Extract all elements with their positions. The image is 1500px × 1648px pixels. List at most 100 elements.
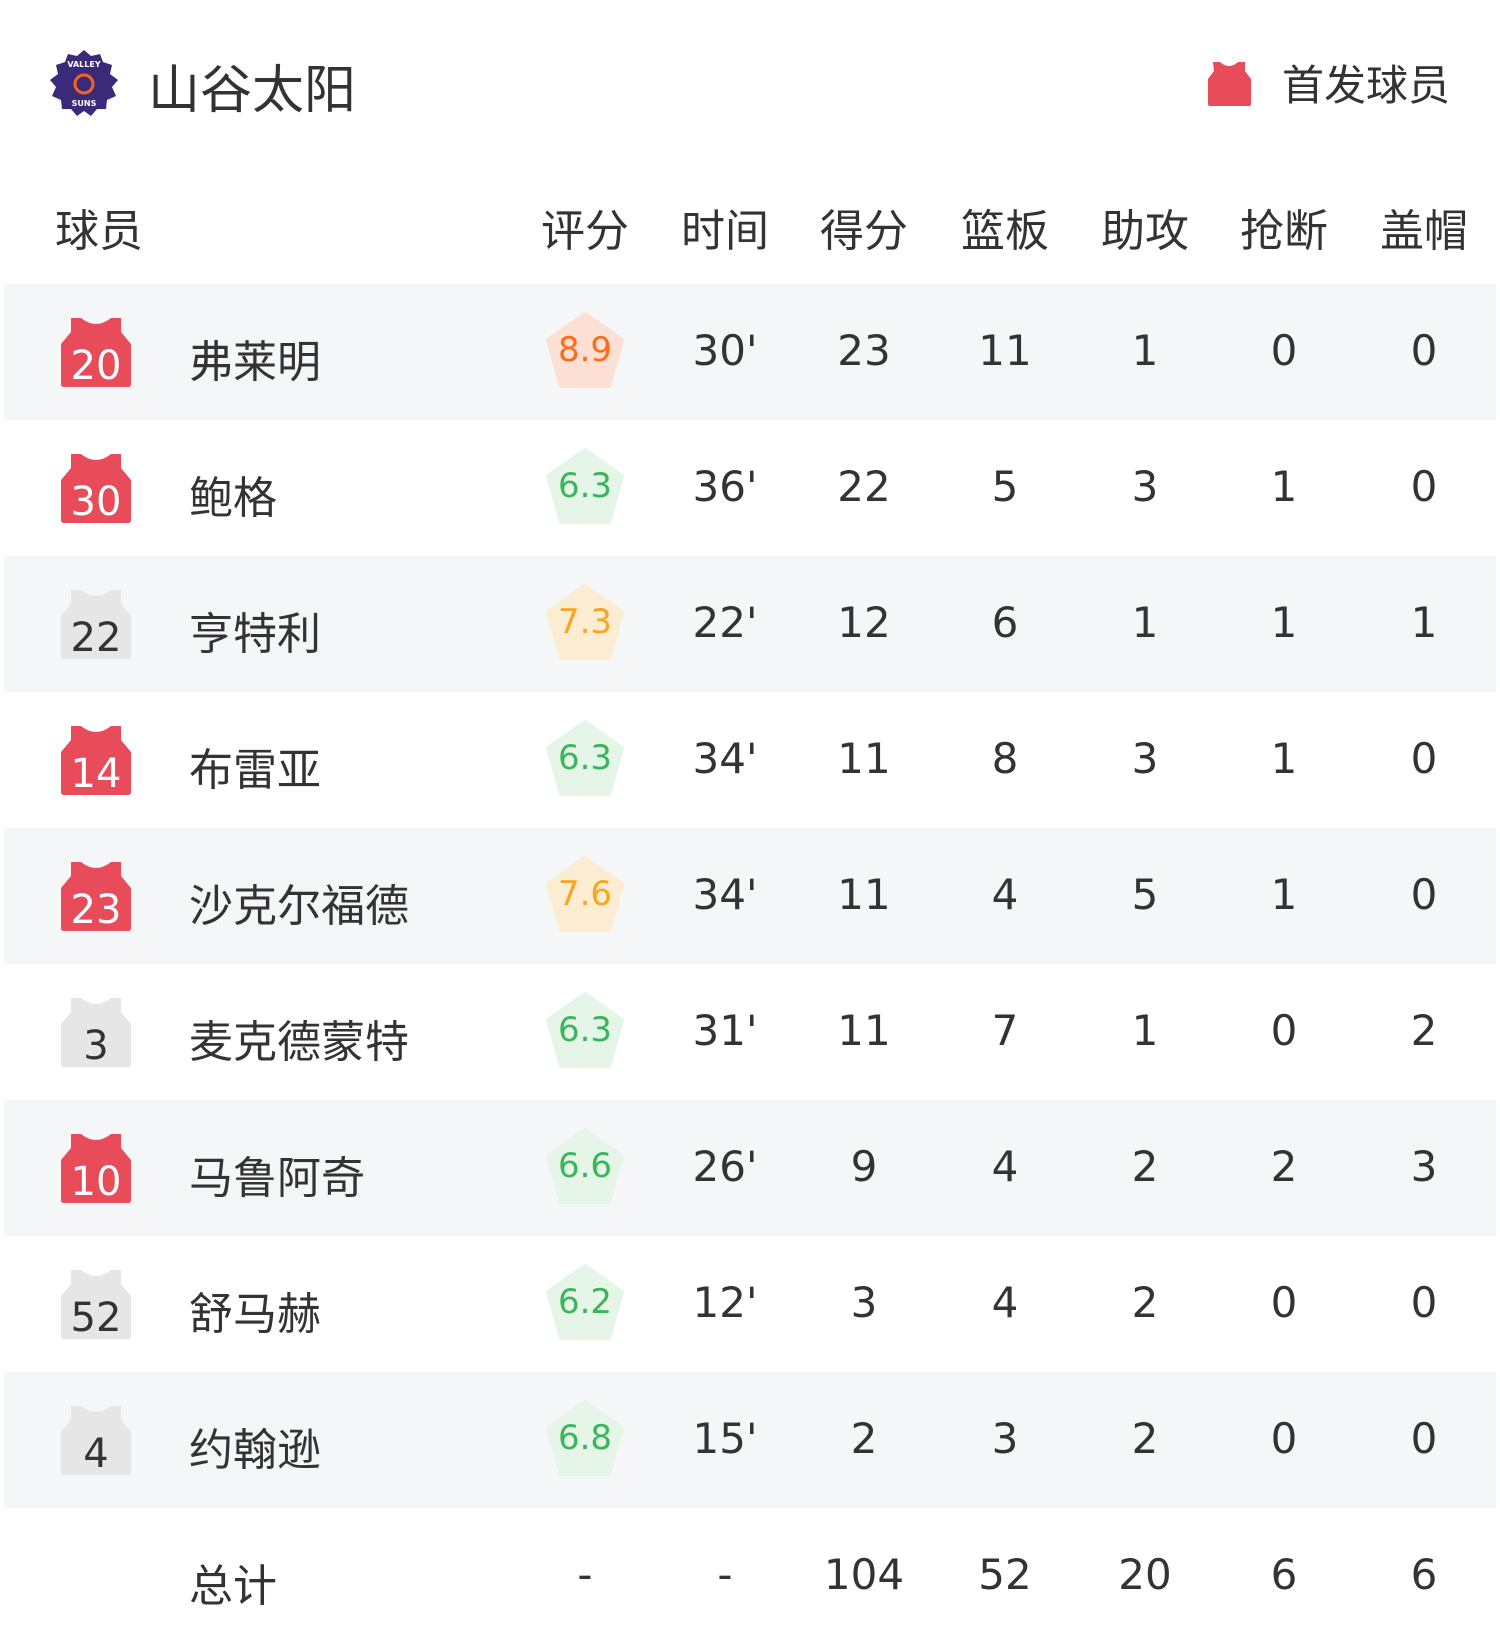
rating-value: 6.3 bbox=[557, 1010, 613, 1050]
header-points[interactable]: 得分 bbox=[820, 206, 908, 257]
jersey-number-badge: 4 bbox=[61, 1404, 131, 1477]
stat-steals: 1 bbox=[1270, 462, 1298, 511]
jersey-number: 22 bbox=[70, 615, 122, 661]
stat-assists: 2 bbox=[1131, 1278, 1159, 1327]
pentagon-icon bbox=[546, 1128, 624, 1204]
stat-minutes: 34' bbox=[692, 870, 758, 919]
stat-points: 22 bbox=[837, 462, 891, 511]
pentagon-icon bbox=[546, 312, 624, 388]
pentagon-icon bbox=[546, 1400, 624, 1476]
rating-badge: 6.3 bbox=[545, 448, 625, 526]
player-row[interactable]: 30 鲍格 6.3 36' 22 5 3 1 0 bbox=[4, 420, 1496, 556]
jersey-number: 4 bbox=[83, 1431, 109, 1477]
stat-rebounds: 6 bbox=[991, 598, 1019, 647]
player-name[interactable]: 弗莱明 bbox=[189, 337, 321, 388]
stat-blocks: 2 bbox=[1410, 1006, 1438, 1055]
stat-rebounds: 4 bbox=[991, 1278, 1019, 1327]
header-rating[interactable]: 评分 bbox=[541, 206, 629, 257]
pentagon-icon bbox=[546, 856, 624, 932]
player-row[interactable]: 4 约翰逊 6.8 15' 2 3 2 0 0 bbox=[4, 1372, 1496, 1508]
stat-minutes: 26' bbox=[692, 1142, 758, 1191]
stat-steals: 2 bbox=[1270, 1142, 1298, 1191]
stat-rebounds: 4 bbox=[991, 1142, 1019, 1191]
player-name[interactable]: 约翰逊 bbox=[189, 1425, 321, 1476]
totals-minutes: - bbox=[717, 1550, 733, 1599]
stat-minutes: 34' bbox=[692, 734, 758, 783]
jersey-icon bbox=[61, 862, 131, 931]
player-row[interactable]: 14 布雷亚 6.3 34' 11 8 3 1 0 bbox=[4, 692, 1496, 828]
stat-assists: 1 bbox=[1131, 1006, 1159, 1055]
team-header: VALLEY SUNS 山谷太阳 首发球员 bbox=[0, 0, 1500, 170]
stat-steals: 0 bbox=[1270, 1414, 1298, 1463]
player-row[interactable]: 20 弗莱明 8.9 30' 23 11 1 0 0 bbox=[4, 284, 1496, 420]
jersey-number-badge: 3 bbox=[61, 996, 131, 1069]
jersey-icon bbox=[61, 454, 131, 523]
jersey-number: 3 bbox=[83, 1023, 109, 1069]
player-row[interactable]: 3 麦克德蒙特 6.3 31' 11 7 1 0 2 bbox=[4, 964, 1496, 1100]
pentagon-icon bbox=[546, 992, 624, 1068]
team-logo-icon: VALLEY SUNS bbox=[50, 50, 118, 116]
stat-steals: 0 bbox=[1270, 1278, 1298, 1327]
stat-blocks: 0 bbox=[1410, 870, 1438, 919]
stat-points: 11 bbox=[837, 734, 891, 783]
stat-blocks: 0 bbox=[1410, 734, 1438, 783]
rating-badge: 6.8 bbox=[545, 1400, 625, 1478]
starter-legend: 首发球员 bbox=[1206, 52, 1450, 113]
player-name[interactable]: 马鲁阿奇 bbox=[189, 1153, 365, 1204]
stat-assists: 2 bbox=[1131, 1414, 1159, 1463]
stat-minutes: 15' bbox=[692, 1414, 758, 1463]
rating-badge: 6.3 bbox=[545, 992, 625, 1070]
player-name[interactable]: 布雷亚 bbox=[189, 745, 321, 796]
jersey-number-badge: 52 bbox=[61, 1268, 131, 1341]
stat-assists: 3 bbox=[1131, 462, 1159, 511]
header-assists[interactable]: 助攻 bbox=[1101, 206, 1189, 257]
player-name[interactable]: 亨特利 bbox=[189, 609, 321, 660]
player-row[interactable]: 23 沙克尔福德 7.6 34' 11 4 5 1 0 bbox=[4, 828, 1496, 964]
player-name[interactable]: 舒马赫 bbox=[189, 1289, 321, 1340]
stat-blocks: 0 bbox=[1410, 1278, 1438, 1327]
player-row[interactable]: 52 舒马赫 6.2 12' 3 4 2 0 0 bbox=[4, 1236, 1496, 1372]
stat-steals: 1 bbox=[1270, 870, 1298, 919]
stat-rebounds: 11 bbox=[978, 326, 1032, 375]
player-name[interactable]: 麦克德蒙特 bbox=[189, 1017, 409, 1068]
stat-points: 3 bbox=[850, 1278, 878, 1327]
stat-blocks: 1 bbox=[1410, 598, 1438, 647]
header-steals[interactable]: 抢断 bbox=[1240, 206, 1328, 257]
jersey-number-badge: 20 bbox=[61, 316, 131, 389]
rating-badge: 8.9 bbox=[545, 312, 625, 390]
player-row[interactable]: 22 亨特利 7.3 22' 12 6 1 1 1 bbox=[4, 556, 1496, 692]
jersey-icon bbox=[61, 590, 131, 659]
header-rebounds[interactable]: 篮板 bbox=[961, 206, 1049, 257]
jersey-number: 23 bbox=[70, 887, 122, 933]
jersey-number: 52 bbox=[70, 1295, 122, 1341]
header-minutes[interactable]: 时间 bbox=[681, 206, 769, 257]
stat-steals: 0 bbox=[1270, 326, 1298, 375]
stat-minutes: 30' bbox=[692, 326, 758, 375]
stat-rebounds: 5 bbox=[991, 462, 1019, 511]
totals-blocks: 6 bbox=[1410, 1550, 1438, 1599]
stat-points: 2 bbox=[850, 1414, 878, 1463]
jersey-icon bbox=[61, 998, 131, 1067]
totals-label: 总计 bbox=[189, 1561, 277, 1612]
rating-value: 6.2 bbox=[557, 1282, 613, 1322]
jersey-number-badge: 22 bbox=[61, 588, 131, 661]
pentagon-icon bbox=[546, 720, 624, 796]
legend-label: 首发球员 bbox=[1281, 61, 1450, 110]
totals-rating: - bbox=[577, 1550, 593, 1599]
rating-value: 6.6 bbox=[557, 1146, 613, 1186]
header-player[interactable]: 球员 bbox=[55, 206, 143, 257]
stat-assists: 1 bbox=[1131, 598, 1159, 647]
player-name[interactable]: 沙克尔福德 bbox=[189, 881, 409, 932]
svg-text:VALLEY: VALLEY bbox=[67, 60, 101, 69]
totals-row: 总计 - - 104 52 20 6 6 bbox=[4, 1508, 1496, 1644]
jersey-icon bbox=[61, 1270, 131, 1339]
stat-minutes: 12' bbox=[692, 1278, 758, 1327]
column-headers: 球员 评分 时间 得分 篮板 助攻 抢断 盖帽 bbox=[0, 195, 1500, 257]
rating-value: 6.3 bbox=[557, 466, 613, 506]
rating-badge: 6.6 bbox=[545, 1128, 625, 1206]
pentagon-icon bbox=[546, 448, 624, 524]
player-name[interactable]: 鲍格 bbox=[189, 473, 277, 524]
stat-rebounds: 4 bbox=[991, 870, 1019, 919]
player-row[interactable]: 10 马鲁阿奇 6.6 26' 9 4 2 2 3 bbox=[4, 1100, 1496, 1236]
header-blocks[interactable]: 盖帽 bbox=[1380, 206, 1468, 257]
